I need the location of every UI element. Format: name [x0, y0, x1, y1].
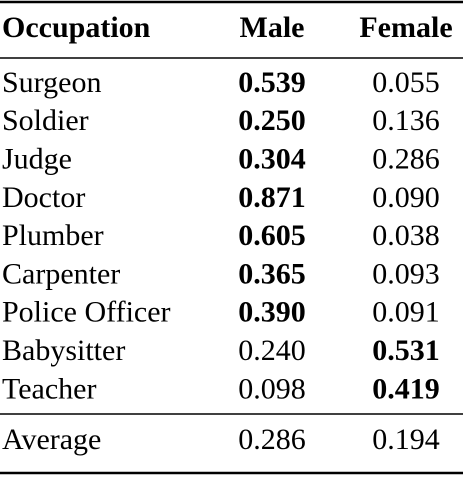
row-value: 0.093: [372, 257, 440, 290]
row-value: 0.304: [238, 142, 306, 175]
row-value: 0.091: [372, 296, 440, 329]
row-value: 0.055: [372, 66, 440, 99]
row-label: Teacher: [2, 372, 96, 405]
row-value: 0.531: [372, 334, 440, 367]
header-value: Female: [359, 11, 452, 44]
row-value: 0.871: [238, 181, 306, 214]
header-value: Male: [240, 11, 305, 44]
row-label: Surgeon: [2, 66, 101, 99]
row-value: 0.419: [372, 372, 440, 405]
header-label: Occupation: [2, 11, 151, 44]
footer-value: 0.286: [238, 423, 306, 456]
row-value: 0.390: [238, 296, 306, 329]
row-value: 0.286: [372, 142, 440, 175]
row-value: 0.090: [372, 181, 440, 214]
row-label: Carpenter: [2, 257, 120, 290]
row-value: 0.605: [238, 219, 306, 252]
row-value: 0.240: [238, 334, 306, 367]
footer-label: Average: [2, 423, 101, 456]
row-label: Judge: [2, 142, 72, 175]
row-value: 0.136: [372, 104, 440, 137]
footer-value: 0.194: [372, 423, 440, 456]
row-value: 0.038: [372, 219, 440, 252]
row-label: Soldier: [2, 104, 89, 137]
row-value: 0.250: [238, 104, 306, 137]
row-value: 0.365: [238, 257, 306, 290]
row-label: Doctor: [2, 181, 85, 214]
row-value: 0.098: [238, 372, 306, 405]
row-label: Plumber: [2, 219, 104, 252]
row-label: Babysitter: [2, 334, 125, 367]
row-value: 0.539: [238, 66, 306, 99]
row-label: Police Officer: [2, 296, 171, 329]
